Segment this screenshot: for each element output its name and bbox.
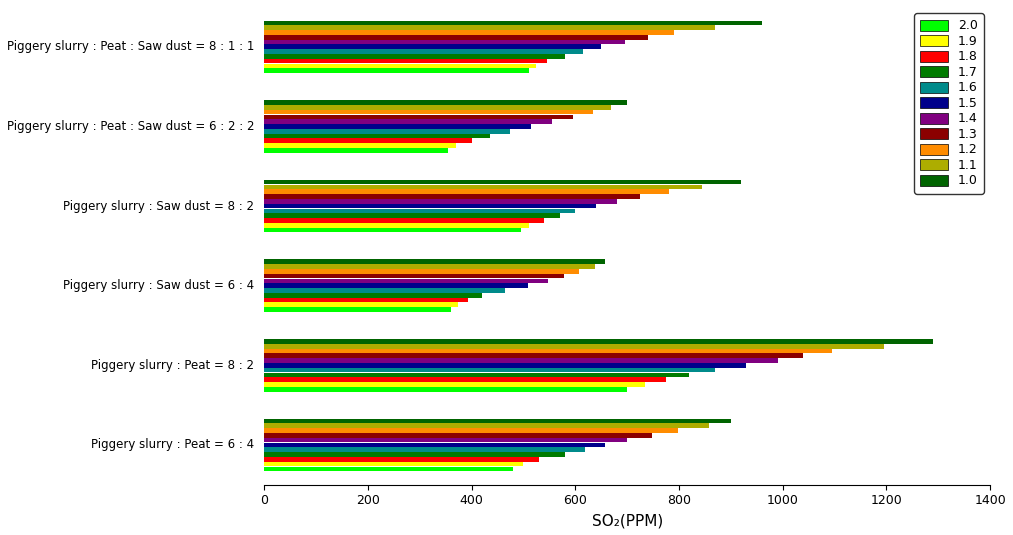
Bar bbox=[264, 433, 652, 438]
Bar bbox=[264, 424, 709, 428]
Bar bbox=[264, 143, 456, 148]
Bar bbox=[264, 68, 529, 73]
Bar bbox=[264, 49, 583, 54]
Bar bbox=[264, 467, 514, 471]
Bar bbox=[264, 339, 933, 343]
Bar bbox=[264, 442, 606, 447]
Bar bbox=[264, 100, 627, 105]
Bar bbox=[264, 363, 747, 368]
Bar bbox=[264, 269, 579, 273]
Bar bbox=[264, 429, 678, 433]
Bar bbox=[264, 288, 505, 293]
Bar bbox=[264, 148, 449, 152]
Bar bbox=[264, 382, 645, 387]
Bar bbox=[264, 354, 803, 358]
Bar bbox=[264, 279, 548, 283]
Bar bbox=[264, 387, 627, 392]
Bar bbox=[264, 307, 451, 312]
Bar bbox=[264, 264, 595, 269]
Bar bbox=[264, 218, 544, 223]
Bar bbox=[264, 293, 482, 297]
Bar bbox=[264, 110, 594, 114]
Bar bbox=[264, 213, 560, 218]
Bar bbox=[264, 447, 585, 452]
Bar bbox=[264, 194, 640, 199]
Bar bbox=[264, 54, 565, 59]
Bar bbox=[264, 105, 611, 110]
Bar bbox=[264, 134, 489, 138]
Bar bbox=[264, 274, 564, 278]
Bar bbox=[264, 119, 552, 124]
Bar bbox=[264, 302, 458, 307]
Bar bbox=[264, 358, 778, 363]
Bar bbox=[264, 199, 617, 204]
Bar bbox=[264, 457, 539, 462]
Bar bbox=[264, 139, 472, 143]
Bar bbox=[264, 124, 531, 129]
Bar bbox=[264, 228, 521, 232]
Bar bbox=[264, 297, 468, 302]
Bar bbox=[264, 114, 572, 119]
Legend: 2.0, 1.9, 1.8, 1.7, 1.6, 1.5, 1.4, 1.3, 1.2, 1.1, 1.0: 2.0, 1.9, 1.8, 1.7, 1.6, 1.5, 1.4, 1.3, … bbox=[914, 13, 984, 194]
Bar bbox=[264, 44, 602, 49]
Bar bbox=[264, 372, 690, 377]
Bar bbox=[264, 129, 511, 134]
Bar bbox=[264, 209, 575, 213]
Bar bbox=[264, 189, 669, 194]
Bar bbox=[264, 35, 648, 40]
Bar bbox=[264, 59, 547, 64]
Bar bbox=[264, 452, 565, 457]
Bar bbox=[264, 462, 524, 467]
Bar bbox=[264, 349, 832, 353]
Bar bbox=[264, 25, 715, 30]
Bar bbox=[264, 223, 529, 227]
Bar bbox=[264, 20, 762, 25]
X-axis label: SO₂(PPM): SO₂(PPM) bbox=[592, 513, 663, 528]
Bar bbox=[264, 64, 537, 68]
Bar bbox=[264, 438, 627, 442]
Bar bbox=[264, 368, 715, 372]
Bar bbox=[264, 259, 606, 264]
Bar bbox=[264, 344, 884, 348]
Bar bbox=[264, 30, 674, 35]
Bar bbox=[264, 40, 625, 44]
Bar bbox=[264, 419, 731, 423]
Bar bbox=[264, 204, 596, 208]
Bar bbox=[264, 284, 528, 288]
Bar bbox=[264, 377, 667, 382]
Bar bbox=[264, 180, 742, 185]
Bar bbox=[264, 185, 702, 189]
